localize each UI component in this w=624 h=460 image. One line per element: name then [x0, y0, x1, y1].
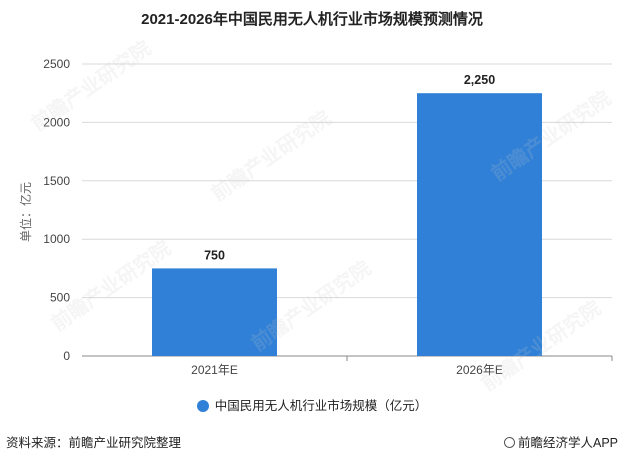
- publisher-logo-icon: [503, 437, 515, 448]
- x-tick-label: 2021年E: [191, 363, 238, 377]
- y-tick-label: 500: [50, 291, 70, 305]
- y-tick-label: 1500: [43, 174, 70, 188]
- y-axis-label: 单位：亿元: [18, 182, 33, 242]
- y-tick-label: 2500: [43, 57, 70, 71]
- legend: 中国民用无人机行业市场规模（亿元）: [0, 395, 624, 414]
- y-tick-label: 2000: [43, 115, 70, 129]
- data-label: 750: [204, 248, 225, 262]
- legend-marker: [196, 400, 209, 412]
- data-label: 2,250: [464, 73, 495, 87]
- x-tick-label: 2026年E: [456, 363, 503, 377]
- legend-label: 中国民用无人机行业市场规模（亿元）: [214, 399, 428, 413]
- y-tick-label: 0: [63, 349, 70, 363]
- chart-title: 2021-2026年中国民用无人机行业市场规模预测情况: [141, 11, 483, 28]
- publisher-credit: 前瞻经济学人APP: [503, 432, 618, 451]
- y-tick-label: 1000: [43, 232, 70, 246]
- publisher-name: 前瞻经济学人APP: [517, 436, 618, 450]
- bar-chart: 单位：亿元 0 500 1000 1500 2000 2500 750 2021年E 2,250…: [18, 57, 613, 377]
- bar: [417, 93, 542, 356]
- bar: [152, 268, 277, 356]
- source-note: 资料来源：前瞻产业研究院整理: [6, 436, 182, 450]
